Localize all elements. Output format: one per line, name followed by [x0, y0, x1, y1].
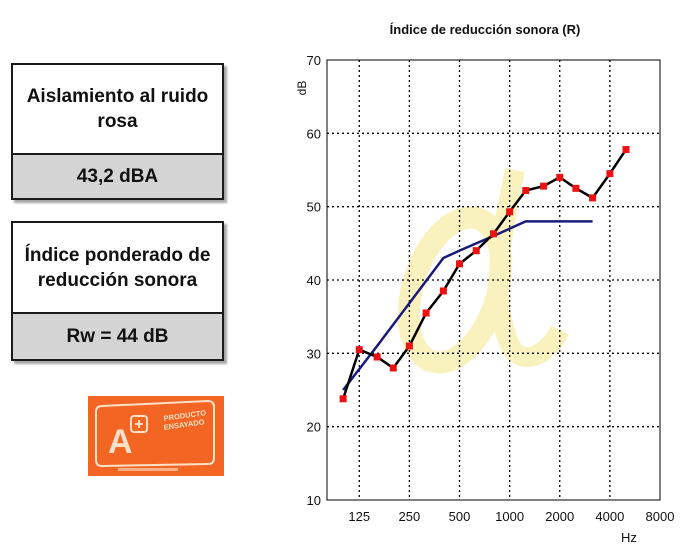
y-tick-label: 20 [307, 420, 321, 435]
y-tick-label: 60 [307, 126, 321, 141]
grid [327, 60, 660, 500]
sound-reduction-index-panel: Índice ponderado de reducción sonora Rw … [11, 221, 224, 361]
measured-point [572, 184, 580, 192]
chart-title: Índice de reducción sonora (R) [390, 22, 581, 37]
measured-point [522, 187, 530, 195]
noise-isolation-panel: Aislamiento al ruido rosa 43,2 dBA [11, 63, 224, 200]
measured-point [606, 170, 614, 178]
x-tick-label: 250 [399, 509, 421, 524]
measured-point [490, 230, 497, 238]
series-layer [339, 145, 630, 403]
noise-isolation-title: Aislamiento al ruido rosa [13, 65, 222, 155]
sound-reduction-index-value: Rw = 44 dB [13, 314, 222, 359]
measured-point [456, 260, 464, 268]
tested-product-badge: A PRODUCTO ENSAYADO [88, 396, 224, 476]
noise-isolation-value: 43,2 dBA [13, 155, 222, 198]
x-tick-label: 2000 [545, 509, 574, 524]
measured-point [622, 145, 630, 153]
watermark-logo [397, 167, 569, 374]
measured-point [439, 287, 447, 295]
x-tick-label: 4000 [595, 509, 624, 524]
badge-fineprint [118, 468, 178, 471]
x-tick-label: 500 [449, 509, 471, 524]
x-tick-label: 1000 [495, 509, 524, 524]
y-tick-label: 50 [307, 200, 321, 215]
measured-point [472, 247, 480, 255]
measured-point [355, 346, 363, 354]
measured-point [540, 182, 548, 190]
y-tick-label: 40 [307, 273, 321, 288]
x-axis-label: Hz [621, 530, 637, 545]
x-tick-label: 8000 [646, 509, 675, 524]
measured-point [405, 342, 413, 350]
y-tick-label: 70 [307, 53, 321, 68]
badge-border [95, 399, 215, 468]
measured-point [506, 208, 514, 216]
sound-reduction-index-title: Índice ponderado de reducción sonora [13, 223, 222, 314]
x-tick-label: 125 [348, 509, 370, 524]
watermark-stem [488, 167, 569, 367]
y-tick-labels: 10 20 30 40 50 60 70 [307, 53, 321, 508]
plus-icon-cross [135, 420, 143, 428]
plus-icon [130, 415, 148, 433]
measured-point [373, 353, 381, 361]
badge-symbol: A [108, 423, 133, 461]
measured-point [339, 395, 347, 403]
measured-curve [341, 148, 628, 400]
x-tick-labels: 125 250 500 1000 2000 4000 8000 [348, 509, 674, 524]
badge-background [88, 396, 224, 476]
measured-point [422, 309, 430, 317]
y-tick-label: 30 [307, 346, 321, 361]
measured-point [389, 364, 397, 372]
y-tick-label: 10 [307, 493, 321, 508]
measured-point [556, 173, 564, 181]
measured-point [589, 194, 597, 202]
y-axis-label: dB [295, 81, 309, 96]
reference-curve [342, 220, 593, 391]
